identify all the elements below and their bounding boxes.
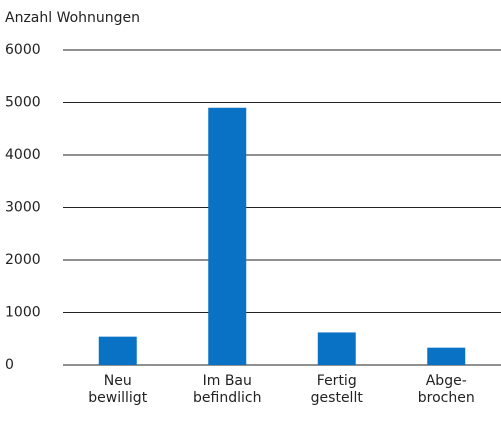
bar bbox=[98, 336, 137, 365]
y-axis-label: Anzahl Wohnungen bbox=[5, 10, 140, 26]
y-tick-label: 0 bbox=[5, 357, 14, 373]
y-tick-label: 6000 bbox=[5, 42, 41, 58]
y-tick-label: 4000 bbox=[5, 147, 41, 163]
x-tick-label: befindlich bbox=[193, 390, 261, 406]
x-tick-label: brochen bbox=[418, 390, 475, 406]
y-tick-label: 5000 bbox=[5, 95, 41, 111]
x-tick-label: Fertig bbox=[317, 373, 357, 389]
x-tick-label: bewilligt bbox=[88, 390, 147, 406]
x-tick-label: gestellt bbox=[311, 390, 364, 406]
bar bbox=[427, 347, 466, 365]
x-tick-label: Neu bbox=[104, 373, 132, 389]
y-tick-label: 1000 bbox=[5, 305, 41, 321]
bar bbox=[317, 332, 356, 365]
y-tick-label: 3000 bbox=[5, 200, 41, 216]
y-tick-label: 2000 bbox=[5, 252, 41, 268]
x-tick-label: Im Bau bbox=[203, 373, 252, 389]
bar bbox=[208, 107, 247, 365]
x-tick-label: Abge- bbox=[426, 373, 467, 389]
